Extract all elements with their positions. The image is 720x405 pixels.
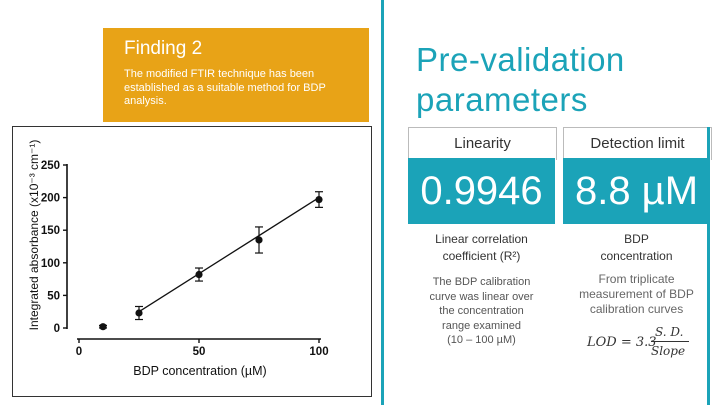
data-point (135, 309, 143, 317)
linearity-desc-line: curve was linear over (429, 290, 534, 303)
x-axis-label: BDP concentration (µM) (133, 364, 266, 378)
linearity-label-line1: Linear correlation (435, 232, 528, 246)
pre-validation-title-line1: Pre-validation (416, 41, 625, 78)
lod-formula: LOD = 3.3 S. D. Slope (585, 322, 695, 362)
lod-formula-fraction-bar (651, 341, 689, 342)
x-tick-label: 0 (76, 346, 82, 358)
right-accent-strip (707, 127, 710, 405)
y-tick-label: 0 (54, 323, 60, 335)
x-tick-label: 50 (193, 346, 206, 358)
linearity-value: 0.9946 (408, 158, 555, 224)
linearity-description: The BDP calibration curve was linear ove… (408, 275, 555, 348)
x-tick-label: 100 (309, 346, 328, 358)
calibration-chart-svg: 0 50 100 150 200 250 0 50 100 BDP concentration (… (27, 140, 329, 378)
lod-formula-numerator: S. D. (655, 325, 684, 339)
y-tick-label: 250 (41, 160, 60, 172)
vertical-divider (381, 0, 384, 405)
detection-limit-value: 8.8 µM (563, 158, 710, 224)
detection-desc-line: From triplicate (598, 272, 675, 286)
detection-label-line1: BDP (624, 232, 649, 246)
data-point (255, 236, 263, 244)
linearity-label-line2: coefficient (R²) (442, 249, 521, 263)
linearity-label: Linear correlation coefficient (R²) (408, 231, 555, 265)
linearity-desc-line: The BDP calibration (432, 276, 531, 288)
detection-label-line2: concentration (600, 249, 673, 263)
data-point (195, 270, 203, 279)
linearity-desc-line: the concentration (439, 305, 524, 317)
linearity-desc-line: (10 – 100 µM) (447, 334, 516, 346)
detection-limit-header: Detection limit (563, 127, 712, 160)
lod-formula-denominator: Slope (651, 344, 686, 358)
calibration-chart: 0 50 100 150 200 250 0 50 100 BDP concentration (… (12, 126, 372, 397)
y-axis-label: Integrated absorbance (x10⁻³ cm⁻¹) (27, 140, 41, 331)
lod-formula-lhs: LOD = 3.3 (587, 335, 657, 350)
finding-title: Finding 2 (124, 38, 203, 59)
finding-body: The modified FTIR technique has been est… (124, 68, 326, 107)
fit-line (138, 197, 320, 313)
pre-validation-title-line2: parameters (416, 81, 588, 118)
y-tick-label: 50 (47, 290, 60, 302)
data-point (315, 195, 323, 204)
detection-limit-description: From triplicate measurement of BDP calib… (563, 272, 710, 317)
detection-desc-line: calibration curves (589, 302, 684, 316)
y-tick-label: 100 (41, 258, 60, 270)
detection-desc-line: measurement of BDP (579, 287, 694, 301)
pre-validation-title: Pre-validation parameters (416, 40, 625, 120)
y-tick-label: 200 (41, 193, 60, 205)
detection-limit-label: BDP concentration (563, 231, 710, 265)
linearity-desc-line: range examined (442, 319, 521, 332)
data-point (99, 323, 107, 331)
finding-box: Finding 2 The modified FTIR technique ha… (103, 28, 369, 122)
linearity-header: Linearity (408, 127, 557, 160)
y-tick-label: 150 (41, 225, 60, 237)
